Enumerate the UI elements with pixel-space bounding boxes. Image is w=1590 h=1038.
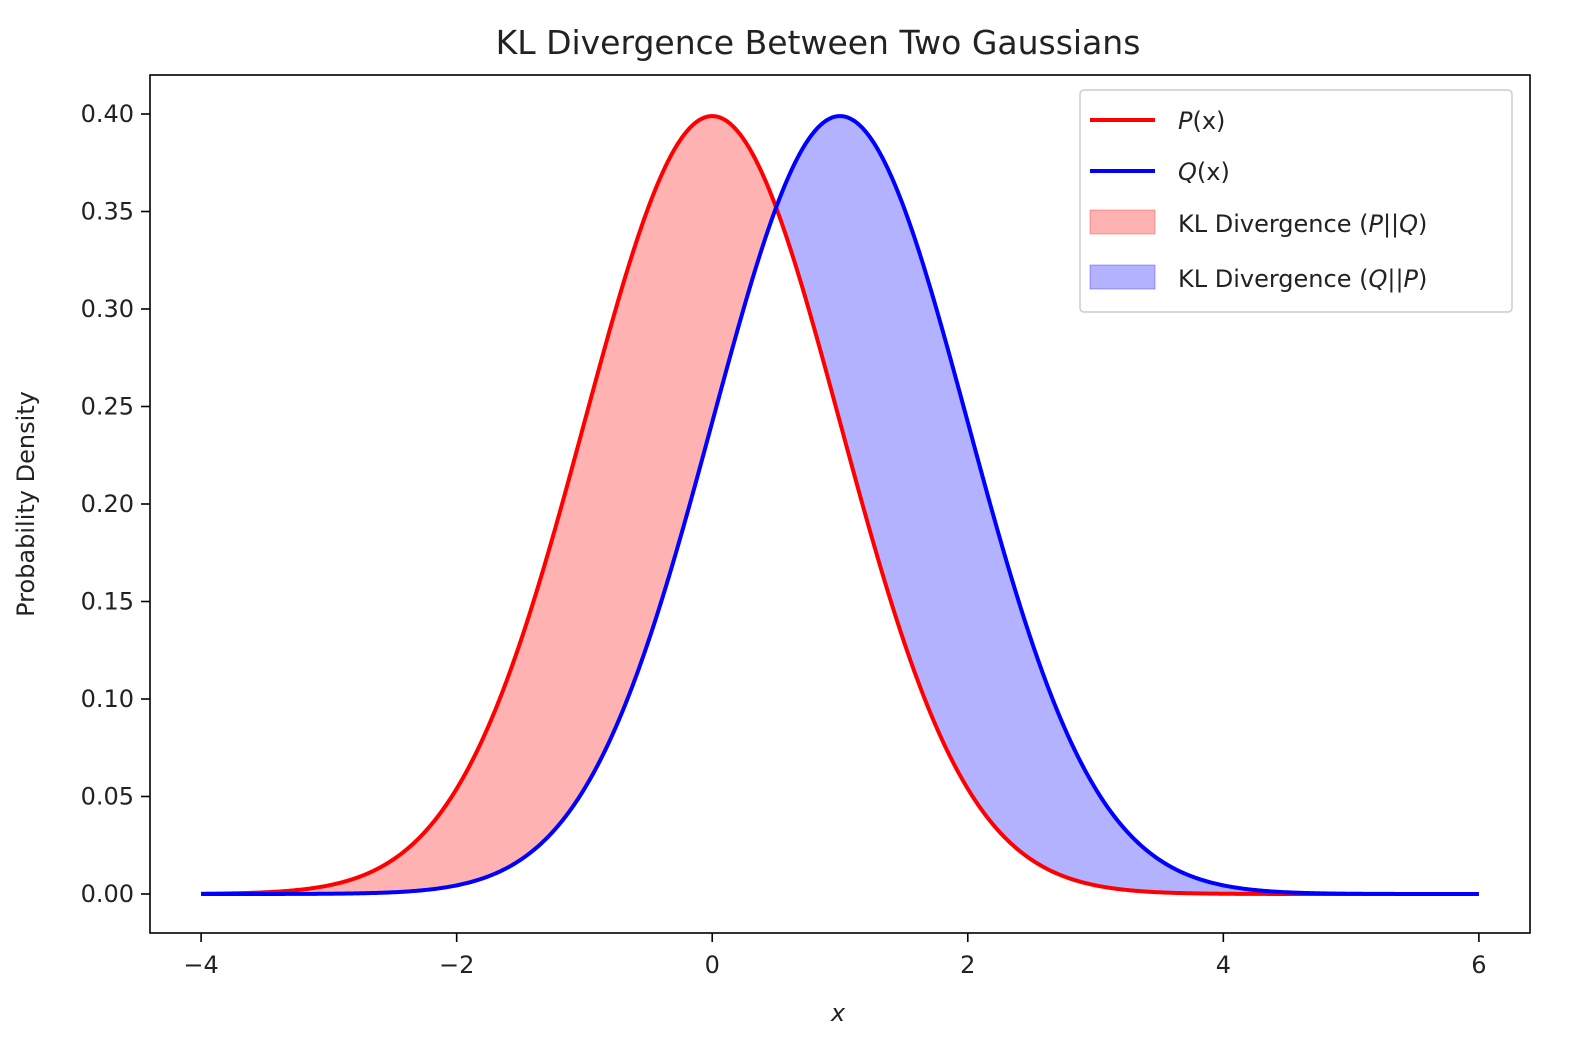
series-p-line	[201, 114, 1479, 896]
kl-divergence-pq-fill	[201, 116, 1479, 894]
plot-area	[201, 114, 1479, 896]
legend-kl-pq-suffix: )	[1418, 210, 1427, 238]
legend-q-arg: (x)	[1197, 158, 1230, 186]
legend-p-symbol: P	[1178, 107, 1193, 135]
legend-kl-pq-sep: ||	[1383, 210, 1399, 238]
series-q-line	[201, 114, 1479, 896]
legend-kl-qp-second: P	[1404, 265, 1419, 293]
legend-kl-qp-first: Q	[1368, 265, 1387, 293]
legend-kl-pq-swatch	[1089, 209, 1156, 235]
x-axis-label: x	[830, 999, 846, 1027]
y-tick-label: 0.15	[81, 588, 134, 616]
x-tick-label: 0	[705, 951, 720, 979]
y-tick-label: 0.35	[81, 198, 134, 226]
x-tick-label: 6	[1471, 951, 1486, 979]
chart-title: KL Divergence Between Two Gaussians	[496, 23, 1141, 62]
y-tick-label: 0.00	[81, 880, 134, 908]
y-tick-label: 0.20	[81, 490, 134, 518]
y-tick-label: 0.10	[81, 685, 134, 713]
legend-kl-qp-swatch	[1089, 264, 1156, 290]
legend-kl-qp-label: KL Divergence (Q||P)	[1178, 265, 1427, 293]
y-tick-label: 0.25	[81, 393, 134, 421]
x-tick-label: 4	[1216, 951, 1231, 979]
legend-kl-pq-second: Q	[1399, 210, 1418, 238]
legend-kl-pq-first: P	[1368, 210, 1383, 238]
legend-box	[1079, 89, 1513, 313]
y-axis: 0.00 0.05 0.10 0.15 0.20 0.25 0.30 0.35 0.40	[81, 100, 150, 908]
legend-q-symbol: Q	[1178, 158, 1197, 186]
legend-kl-pq-prefix: KL Divergence (	[1178, 210, 1368, 238]
x-tick-label: 2	[960, 951, 975, 979]
legend: P(x) Q(x) KL Divergence (P||Q) KL Diverg…	[1079, 89, 1513, 313]
y-tick-label: 0.30	[81, 295, 134, 323]
legend-kl-pq-label: KL Divergence (P||Q)	[1178, 210, 1427, 238]
legend-kl-qp-suffix: )	[1418, 265, 1427, 293]
x-axis: −4 −2 0 2 4 6	[183, 933, 1487, 979]
legend-p-label: P(x)	[1178, 107, 1225, 135]
x-tick-label: −2	[439, 951, 474, 979]
legend-kl-qp-sep: ||	[1387, 265, 1403, 293]
y-tick-label: 0.05	[81, 783, 134, 811]
y-axis-label: Probability Density	[12, 391, 40, 617]
legend-kl-qp-prefix: KL Divergence (	[1178, 265, 1368, 293]
legend-q-label: Q(x)	[1178, 158, 1230, 186]
kl-divergence-qp-fill	[201, 116, 1479, 894]
x-tick-label: −4	[183, 951, 218, 979]
y-tick-label: 0.40	[81, 100, 134, 128]
legend-p-arg: (x)	[1192, 107, 1225, 135]
